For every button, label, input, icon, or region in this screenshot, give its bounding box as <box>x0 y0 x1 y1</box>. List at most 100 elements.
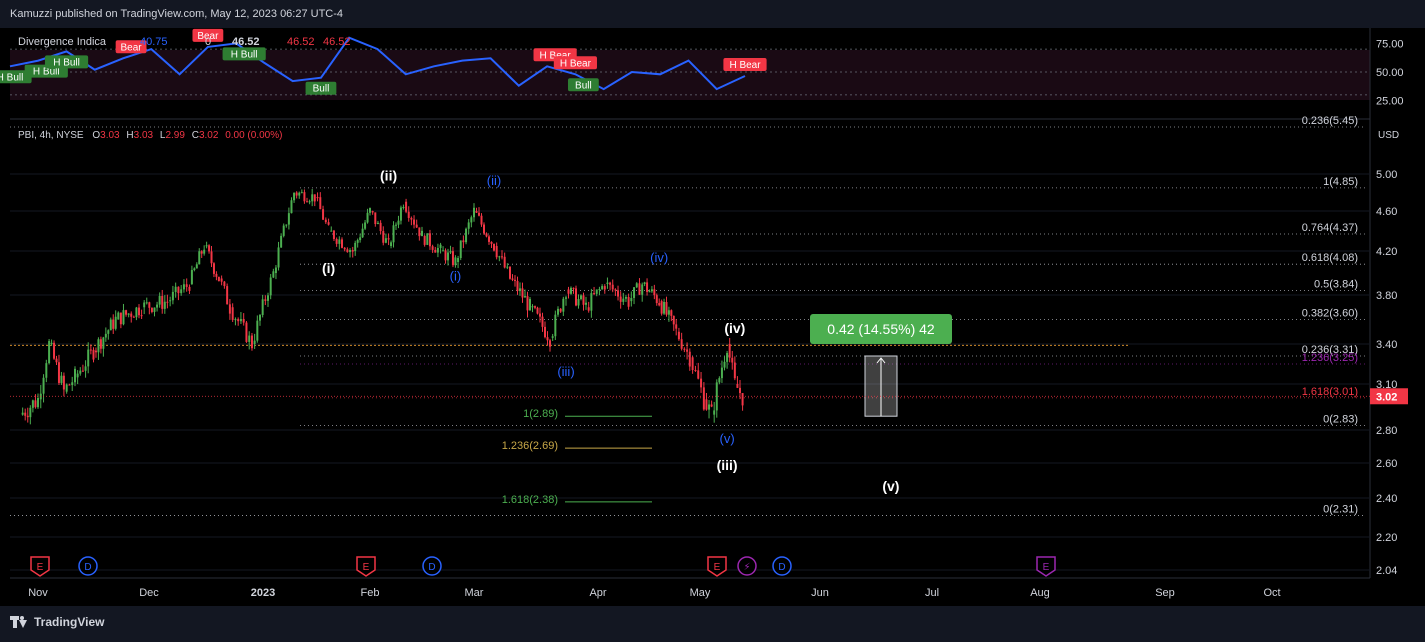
candle-body <box>180 289 183 294</box>
candle-body <box>444 250 447 261</box>
measure-tool[interactable]: 0.42 (14.55%) 42 <box>810 314 952 417</box>
candle-body <box>490 241 493 244</box>
candle-body <box>322 209 325 220</box>
event-markers[interactable]: E D E D E ⚡ D E <box>30 556 1056 577</box>
candle-body <box>495 246 498 258</box>
candle-body <box>407 211 410 218</box>
signal-badge <box>115 40 147 54</box>
signal-badge <box>0 70 32 84</box>
candle-body <box>410 217 413 220</box>
candle-body <box>595 289 598 294</box>
dividend-icon <box>422 556 442 576</box>
candle-body <box>135 307 138 318</box>
signal-badge <box>44 55 89 69</box>
candle-body <box>488 236 490 242</box>
signal-label: H Bull <box>33 67 60 78</box>
candle-body <box>688 351 691 367</box>
candle-body <box>646 282 649 292</box>
candle-body <box>672 315 675 325</box>
signal-badge <box>192 28 224 42</box>
candle-body <box>451 251 454 266</box>
event-marker-earnings[interactable]: E <box>356 556 376 577</box>
price-tick: 5.00 <box>1376 169 1397 181</box>
candle-body <box>575 288 577 306</box>
wave-label: (v) <box>720 431 735 446</box>
candle-body <box>272 271 275 278</box>
candle-body <box>442 250 445 252</box>
signal-label: Bull <box>575 80 592 91</box>
event-marker-dividend[interactable]: D <box>772 556 792 576</box>
fib-label: 0.618(4.08) <box>1302 252 1358 264</box>
candle-body <box>462 240 465 243</box>
candle-body <box>274 267 277 273</box>
candle-body <box>480 215 483 225</box>
candle-body <box>622 298 625 302</box>
candle-body <box>349 250 352 253</box>
candle-body <box>295 192 298 196</box>
candle-body <box>369 208 371 213</box>
candle-body <box>31 400 34 408</box>
publisher-bar: Kamuzzi published on TradingView.com, Ma… <box>0 0 1425 28</box>
event-marker-dividend[interactable]: D <box>78 556 98 576</box>
price-tick: 4.60 <box>1376 206 1397 218</box>
event-marker-earnings[interactable]: E <box>30 556 50 577</box>
signal-badge <box>567 78 599 92</box>
candle-body <box>356 240 359 243</box>
candle-body <box>731 357 734 363</box>
candle-body <box>65 384 68 392</box>
wave-label: (iv) <box>724 320 745 336</box>
candle-body <box>50 342 53 344</box>
indicator-legend-v2: 46.52 <box>232 36 260 48</box>
candle-body <box>327 222 330 225</box>
candle-body <box>261 299 264 315</box>
candle-body <box>24 412 27 416</box>
candle-body <box>148 302 151 308</box>
signal-label: Bull <box>313 84 330 95</box>
time-tick: Nov <box>28 587 48 599</box>
candle-body <box>593 293 596 295</box>
candle-body <box>269 277 272 296</box>
candle-body <box>212 263 215 274</box>
event-marker-label: ⚡ <box>743 562 750 573</box>
event-marker-dividend[interactable]: D <box>422 556 442 576</box>
signal-label: H Bear <box>540 50 572 61</box>
symbol-change: 0.00 (0.00%) <box>225 130 282 141</box>
tradingview-logo[interactable]: TradingView <box>10 615 104 629</box>
event-marker-split[interactable]: ⚡ <box>737 556 757 576</box>
candle-body <box>335 239 338 244</box>
candle-body <box>728 344 731 358</box>
candle-body <box>26 415 29 418</box>
signal-label: H Bear <box>729 60 761 71</box>
indicator-legend-ghost: 0 <box>205 36 211 48</box>
candle-body <box>585 302 587 305</box>
measure-badge <box>810 314 952 344</box>
candle-body <box>125 310 128 315</box>
candle-body <box>549 340 551 347</box>
signal-label: H Bull <box>0 72 23 83</box>
candle-body <box>720 367 723 379</box>
candle-body <box>182 284 185 290</box>
event-marker-earnings_future[interactable]: E <box>1036 556 1056 577</box>
candle-body <box>516 280 519 292</box>
candle-body <box>447 252 449 261</box>
candle-body <box>177 286 180 294</box>
candle-body <box>643 282 646 284</box>
candle-body <box>42 377 45 394</box>
candle-body <box>473 207 475 218</box>
candle-body <box>130 313 133 317</box>
candle-body <box>658 303 661 306</box>
wave-label: (i) <box>450 269 462 284</box>
candle-body <box>635 283 638 288</box>
candle-body <box>338 239 341 244</box>
candle-body <box>660 301 663 314</box>
footer-bar: TradingView <box>0 606 1425 642</box>
candle-body <box>603 286 606 290</box>
symbol-close: 3.02 <box>199 130 219 141</box>
candle-body <box>68 384 71 386</box>
price-chart[interactable]: 0.236(5.45) 1(4.85) 0.764(4.37) 0.618(4.08)… <box>0 28 1425 606</box>
event-marker-earnings[interactable]: E <box>707 556 727 577</box>
candle-body <box>226 286 229 305</box>
earnings-icon <box>707 556 727 577</box>
candle-body <box>619 296 622 302</box>
price-axis: 5.00 4.60 4.20 3.80 3.40 3.10 2.80 2.60 2.40 2.20… <box>10 169 1408 577</box>
